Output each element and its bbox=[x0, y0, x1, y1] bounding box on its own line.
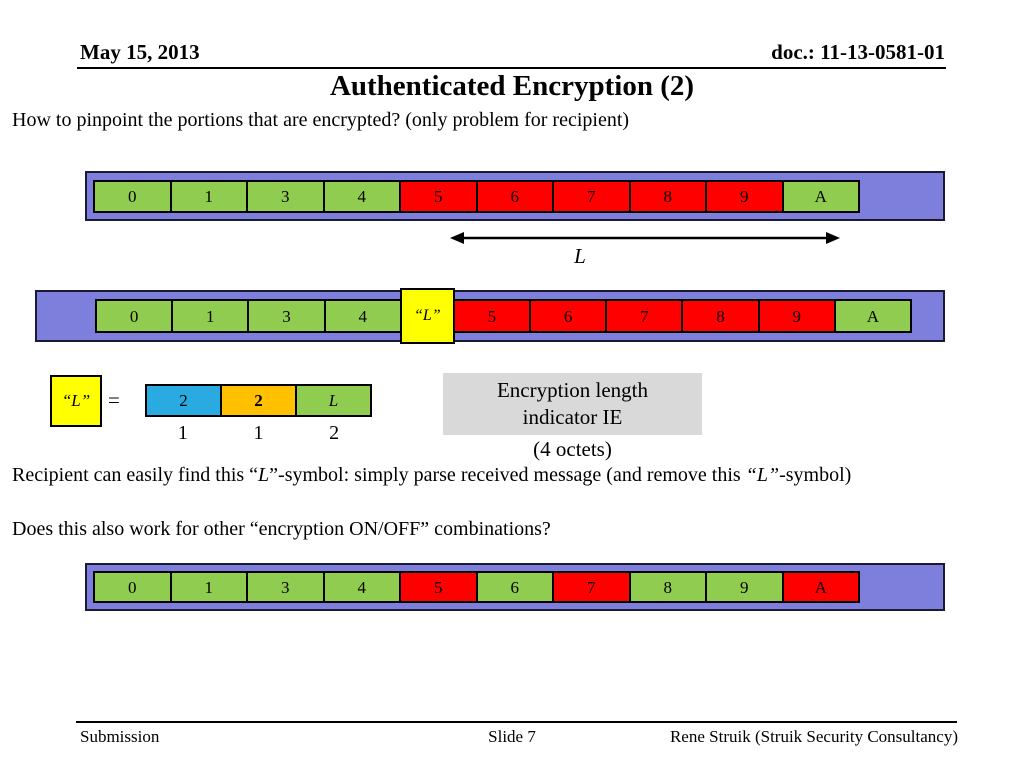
bar-cell: 5 bbox=[399, 180, 478, 213]
bar-cell: 5 bbox=[452, 299, 532, 333]
bar-cell: 4 bbox=[322, 180, 401, 213]
l-symbol-octet-sizes: 1 1 2 bbox=[145, 422, 372, 445]
bar-cell: 1 bbox=[169, 571, 248, 603]
text-segment: ”-symbol: simply parse received message … bbox=[269, 464, 746, 486]
double-arrow-icon bbox=[450, 232, 840, 244]
encryption-length-indicator-box: Encryption length indicator IE bbox=[443, 373, 702, 435]
header-doc-number: doc.: 11-13-0581-01 bbox=[771, 40, 945, 64]
footer-submission: Submission bbox=[80, 727, 160, 746]
footer-author: Rene Struik (Struik Security Consultancy… bbox=[669, 727, 958, 746]
bar-cell: 8 bbox=[628, 571, 707, 603]
message-bar-with-l-symbol-cells: 0 1 3 4 “L” 5 6 7 8 9 A bbox=[95, 288, 913, 344]
slide-title: Authenticated Encryption (2) bbox=[329, 70, 695, 102]
header-divider bbox=[77, 67, 946, 69]
recipient-text: Recipient can easily find this “L”-symbo… bbox=[12, 464, 1012, 487]
octet-size: 2 bbox=[329, 422, 340, 444]
bar-cell: 6 bbox=[475, 180, 554, 213]
bar-cell: 0 bbox=[93, 571, 172, 603]
bar-cell: 8 bbox=[628, 180, 707, 213]
bar-cell: 1 bbox=[169, 180, 248, 213]
octet-size: 1 bbox=[177, 422, 188, 444]
bar-cell: 7 bbox=[552, 571, 631, 603]
bar-cell: 7 bbox=[552, 180, 631, 213]
text-segment: -symbol) bbox=[779, 464, 852, 486]
bar-cell: “L” bbox=[399, 288, 455, 344]
bar-cell: 3 bbox=[246, 571, 325, 603]
bar-cell: 4 bbox=[323, 299, 402, 333]
bar-cell: A bbox=[833, 299, 913, 333]
bar-cell: A bbox=[781, 180, 860, 213]
bar-cell: 0 bbox=[95, 299, 174, 333]
ie-box-line2: indicator IE bbox=[522, 405, 623, 429]
text-segment: Recipient can easily find this “ bbox=[12, 464, 259, 486]
length-arrow: L bbox=[450, 230, 840, 268]
text-segment: “L” bbox=[745, 464, 780, 486]
ie-octets-note: (4 octets) bbox=[533, 437, 612, 461]
bar-cell: 0 bbox=[93, 180, 172, 213]
bar-cell: 9 bbox=[757, 299, 836, 333]
bar-cell: L bbox=[295, 384, 372, 417]
bar-cell: 2 bbox=[220, 384, 297, 417]
bar-cell: A bbox=[781, 571, 860, 603]
bar-cell: 8 bbox=[681, 299, 760, 333]
bar-cell: 1 bbox=[171, 299, 250, 333]
header-date: May 15, 2013 bbox=[80, 40, 200, 64]
bar-cell: 2 bbox=[145, 384, 222, 417]
bar-cell: 9 bbox=[705, 180, 784, 213]
footer-divider bbox=[76, 721, 957, 723]
bar-cell: 3 bbox=[247, 299, 326, 333]
question-text: Does this also work for other “encryptio… bbox=[12, 518, 551, 540]
bar-cell: 6 bbox=[529, 299, 608, 333]
bar-cell: 5 bbox=[399, 571, 478, 603]
bar-cell: 6 bbox=[475, 571, 554, 603]
equals-sign: = bbox=[108, 388, 120, 412]
length-arrow-label: L bbox=[574, 244, 586, 268]
text-segment: L bbox=[258, 464, 270, 486]
bar-cell: 7 bbox=[605, 299, 684, 333]
intro-text: How to pinpoint the portions that are en… bbox=[12, 109, 630, 131]
ie-box-line1: Encryption length bbox=[496, 377, 649, 402]
bar-cell: 9 bbox=[705, 571, 784, 603]
bar-cell: 4 bbox=[322, 571, 401, 603]
octet-size: 1 bbox=[253, 422, 264, 444]
l-symbol-box: “L” bbox=[50, 375, 102, 427]
bar-cell: 3 bbox=[246, 180, 325, 213]
footer-slide-number: Slide 7 bbox=[488, 727, 536, 746]
